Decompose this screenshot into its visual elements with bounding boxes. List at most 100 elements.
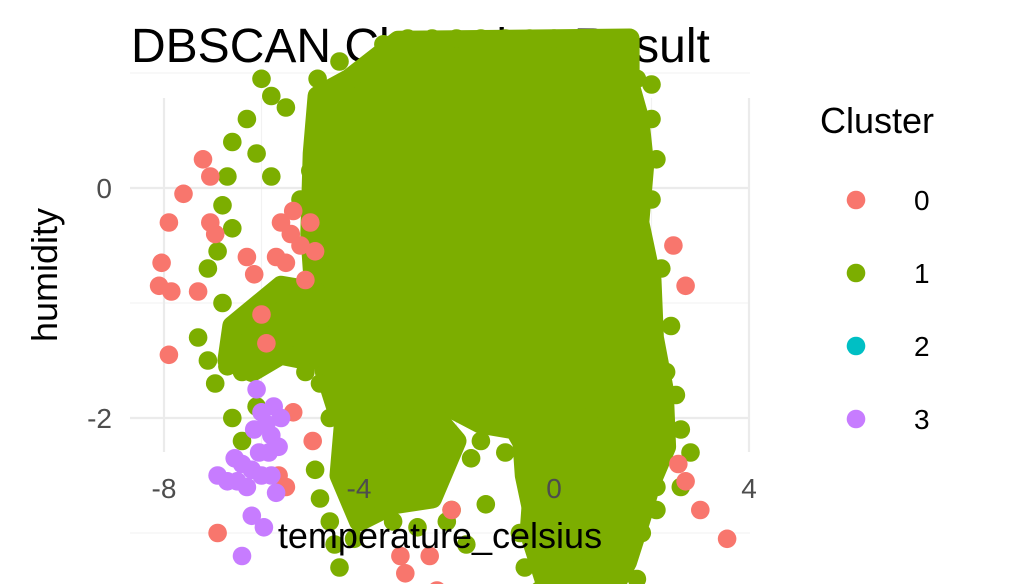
point-cluster-3 <box>247 380 266 399</box>
point-cluster-0 <box>193 150 213 169</box>
point-cluster-0 <box>676 276 695 296</box>
point-cluster-3 <box>266 483 286 503</box>
point-cluster-1 <box>398 29 418 48</box>
point-cluster-1 <box>476 495 496 514</box>
point-cluster-1 <box>213 196 232 215</box>
point-cluster-1 <box>388 420 408 439</box>
point-cluster-0 <box>205 224 225 244</box>
point-cluster-1 <box>252 69 271 89</box>
point-cluster-1 <box>532 581 547 584</box>
point-cluster-1 <box>432 414 452 434</box>
point-cluster-0 <box>442 500 461 520</box>
point-cluster-1 <box>310 489 330 508</box>
point-cluster-1 <box>262 167 281 186</box>
point-cluster-1 <box>232 431 252 451</box>
point-cluster-3 <box>249 443 269 462</box>
y-tick-label: 0 <box>96 173 112 204</box>
point-cluster-0 <box>669 454 688 474</box>
point-cluster-1 <box>422 29 442 48</box>
x-axis-label: temperature_celsius <box>278 515 602 556</box>
point-cluster-1 <box>471 431 491 451</box>
point-cluster-1 <box>218 357 237 376</box>
point-cluster-0 <box>676 472 695 491</box>
point-cluster-1 <box>330 52 349 71</box>
point-cluster-1 <box>447 29 466 48</box>
point-cluster-0 <box>244 265 264 284</box>
legend-label-1: 1 <box>914 258 930 289</box>
legend: Cluster 0 1 2 3 <box>820 100 934 435</box>
point-cluster-1 <box>237 109 257 129</box>
point-cluster-1 <box>510 523 530 543</box>
point-cluster-0 <box>305 242 325 261</box>
point-cluster-1 <box>340 431 359 451</box>
point-cluster-0 <box>237 247 257 267</box>
point-cluster-1 <box>496 443 515 462</box>
legend-key-0 <box>846 190 866 210</box>
point-cluster-1 <box>205 374 225 393</box>
point-cluster-3 <box>218 472 237 491</box>
point-cluster-0 <box>188 282 208 301</box>
y-axis-label: humidity <box>24 208 65 342</box>
point-cluster-0 <box>391 546 410 566</box>
point-cluster-1 <box>296 362 315 382</box>
point-cluster-1 <box>301 161 320 181</box>
legend-key-3 <box>846 409 866 429</box>
point-cluster-1 <box>232 362 252 382</box>
point-cluster-1 <box>544 29 564 48</box>
legend-key-2 <box>846 336 866 356</box>
point-cluster-1 <box>632 523 652 543</box>
point-cluster-1 <box>593 35 613 54</box>
point-cluster-3 <box>271 408 291 428</box>
point-cluster-3 <box>237 477 257 497</box>
point-cluster-0 <box>664 236 683 255</box>
point-cluster-1 <box>627 69 647 89</box>
point-cluster-1 <box>188 328 208 347</box>
point-cluster-0 <box>159 345 179 365</box>
point-cluster-1 <box>496 29 515 48</box>
point-cluster-1 <box>325 535 344 554</box>
point-cluster-3 <box>262 466 281 485</box>
point-cluster-1 <box>301 328 320 347</box>
legend-key-1 <box>846 263 866 283</box>
point-cluster-1 <box>661 316 681 336</box>
point-cluster-0 <box>201 167 220 186</box>
point-cluster-1 <box>320 408 340 428</box>
point-cluster-1 <box>320 512 340 531</box>
x-tick-label: 0 <box>546 473 562 504</box>
point-cluster-1 <box>671 420 691 439</box>
point-cluster-3 <box>225 449 244 468</box>
point-cluster-1 <box>223 219 242 238</box>
point-cluster-3 <box>244 420 264 439</box>
point-cluster-1 <box>471 29 491 48</box>
point-cluster-1 <box>627 569 647 584</box>
point-cluster-1 <box>349 63 369 83</box>
point-cluster-1 <box>520 29 539 48</box>
x-tick-label: 4 <box>741 473 757 504</box>
point-cluster-1 <box>569 29 588 48</box>
point-cluster-1 <box>257 351 276 370</box>
point-cluster-1 <box>227 316 247 336</box>
point-cluster-0 <box>303 431 323 451</box>
point-cluster-3 <box>232 546 252 566</box>
point-cluster-0 <box>396 564 415 583</box>
point-cluster-1 <box>457 535 476 554</box>
point-cluster-1 <box>305 460 325 480</box>
y-tick-label: -2 <box>87 403 112 434</box>
point-cluster-3 <box>254 518 274 537</box>
point-cluster-0 <box>301 213 320 232</box>
point-cluster-1 <box>310 374 330 393</box>
point-cluster-1 <box>413 403 432 422</box>
point-cluster-1 <box>408 518 427 537</box>
point-cluster-0 <box>257 334 276 353</box>
point-cluster-1 <box>666 385 686 405</box>
point-cluster-1 <box>642 75 661 94</box>
point-cluster-0 <box>276 253 296 273</box>
point-cluster-1 <box>461 449 481 468</box>
point-cluster-1 <box>223 132 242 152</box>
point-cluster-1 <box>247 144 266 163</box>
point-cluster-1 <box>198 259 218 278</box>
point-cluster-1 <box>617 29 637 48</box>
point-cluster-0 <box>162 282 181 301</box>
point-cluster-1 <box>520 477 539 497</box>
point-cluster-1 <box>374 35 393 54</box>
